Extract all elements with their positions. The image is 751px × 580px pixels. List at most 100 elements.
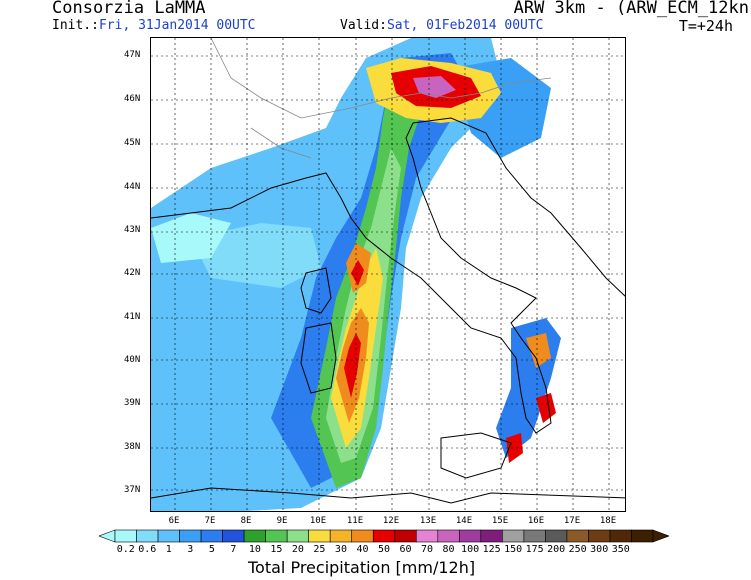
lat-label: 44N (124, 182, 141, 192)
colorbar-tick-label: 15 (270, 544, 283, 555)
colorbar-tick-label: 350 (611, 544, 630, 555)
precip-patch-pale (151, 213, 231, 263)
colorbar-swatch (136, 529, 159, 543)
precip-core-red-2 (351, 260, 364, 286)
colorbar-tick-label: 300 (590, 544, 609, 555)
precip-patch-light (191, 223, 321, 288)
lat-label: 38N (124, 442, 141, 452)
precip-south-orange (526, 333, 551, 368)
colorbar-swatch (200, 529, 223, 543)
colorbar-tick-label: 0.6 (138, 544, 157, 555)
colorbar-swatch (286, 529, 309, 543)
lon-label: 12E (382, 516, 400, 526)
colorbar-tick-label: 25 (313, 544, 326, 555)
colorbar-swatch (609, 529, 632, 543)
colorbar-swatch (394, 529, 417, 543)
colorbar-tick-label: 3 (187, 544, 194, 555)
colorbar-tick-label: 150 (504, 544, 523, 555)
colorbar-swatch (459, 529, 482, 543)
valid-label: Valid: (340, 18, 387, 33)
colorbar-tick-label: 70 (421, 544, 434, 555)
colorbar-swatch (437, 529, 460, 543)
france-italy-border (250, 127, 312, 159)
colorbar-tick-label: 10 (248, 544, 261, 555)
lon-label: 6E (168, 516, 180, 526)
colorbar-swatch (588, 529, 611, 543)
lat-label: 41N (124, 312, 141, 322)
lon-label: 17E (563, 516, 581, 526)
init-value: Fri, 31Jan2014 00UTC (98, 18, 256, 33)
colorbar-tick-label: 5 (208, 544, 215, 555)
valid-time: Valid:Sat, 01Feb2014 00UTC (340, 18, 544, 33)
colorbar-swatch (265, 529, 288, 543)
colorbar-arrow-low (99, 529, 116, 543)
colorbar-tick-label: 60 (399, 544, 412, 555)
lat-label: 39N (124, 398, 141, 408)
adriatic-east-coast (412, 117, 625, 297)
colorbar-swatch (566, 529, 589, 543)
lat-label: 40N (124, 355, 141, 365)
colorbar-tick-label: 100 (461, 544, 480, 555)
precip-alps-purple (413, 76, 456, 98)
colorbar-swatch (480, 529, 503, 543)
init-time: Init.:Fri, 31Jan2014 00UTC (52, 18, 256, 33)
colorbar-tick-label: 50 (377, 544, 391, 555)
colorbar-swatch (631, 529, 654, 543)
lat-label: 37N (124, 485, 141, 495)
valid-value: Sat, 01Feb2014 00UTC (386, 18, 544, 33)
colorbar-tick-label: 250 (568, 544, 587, 555)
map-canvas (151, 38, 625, 511)
lon-label: 18E (599, 516, 617, 526)
lon-label: 9E (276, 516, 288, 526)
italy-coast (151, 122, 552, 434)
colorbar-tick-label: 20 (291, 544, 304, 555)
alpine-borders (210, 38, 552, 119)
corsica-coast (300, 267, 332, 314)
lat-label: 42N (124, 268, 141, 278)
colorbar-swatch (545, 529, 568, 543)
precip-sicily-red (506, 433, 523, 463)
colorbar-swatch (351, 529, 374, 543)
colorbar-swatch (415, 529, 439, 543)
lat-label: 46N (124, 94, 141, 104)
precip-south-red (536, 393, 556, 423)
forecast-step: T=+24h (678, 17, 733, 35)
lat-label: 45N (124, 138, 141, 148)
lon-label: 8E (240, 516, 252, 526)
colorbar-tick-label: 40 (356, 544, 369, 555)
lat-label: 43N (124, 225, 141, 235)
colorbar-swatch (308, 529, 331, 543)
colorbar-title: Total Precipitation [mm/12h] (248, 558, 476, 577)
lon-label: 14E (455, 516, 473, 526)
colorbar-swatch (114, 529, 137, 543)
colorbar-swatch (523, 529, 546, 543)
lon-label: 7E (204, 516, 216, 526)
lon-label: 11E (346, 516, 364, 526)
model-title: ARW 3km - (ARW_ECM_12kn (513, 0, 749, 18)
colorbar-swatch (222, 529, 245, 543)
lon-label: 10E (309, 516, 327, 526)
lon-label: 13E (419, 516, 437, 526)
sardinia-coast (300, 322, 337, 394)
borders (210, 38, 552, 159)
colorbar-tick-label: 7 (230, 544, 237, 555)
colorbar-swatch (157, 529, 180, 543)
colorbar-swatch (502, 529, 525, 543)
colorbar-tick-label: 200 (547, 544, 566, 555)
lat-label: 47N (124, 50, 141, 60)
north-africa-coast (151, 487, 625, 504)
colorbar-tick-label: 30 (334, 544, 347, 555)
lon-label: 16E (527, 516, 545, 526)
colorbar-swatch (243, 529, 266, 543)
colorbar-arrow-high (652, 529, 669, 543)
colorbar-tick-label: 175 (525, 544, 544, 555)
colorbar-tick-label: 80 (442, 544, 455, 555)
agency-title: Consorzia LaMMA (52, 0, 206, 18)
colorbar-tick-label: 0.2 (116, 544, 135, 555)
precip-core-red (344, 333, 361, 398)
colorbar-swatch (329, 529, 353, 543)
colorbar-swatch (179, 529, 202, 543)
precipitation-map (150, 37, 626, 512)
colorbar-tick-label: 1 (165, 544, 172, 555)
lon-label: 15E (491, 516, 509, 526)
